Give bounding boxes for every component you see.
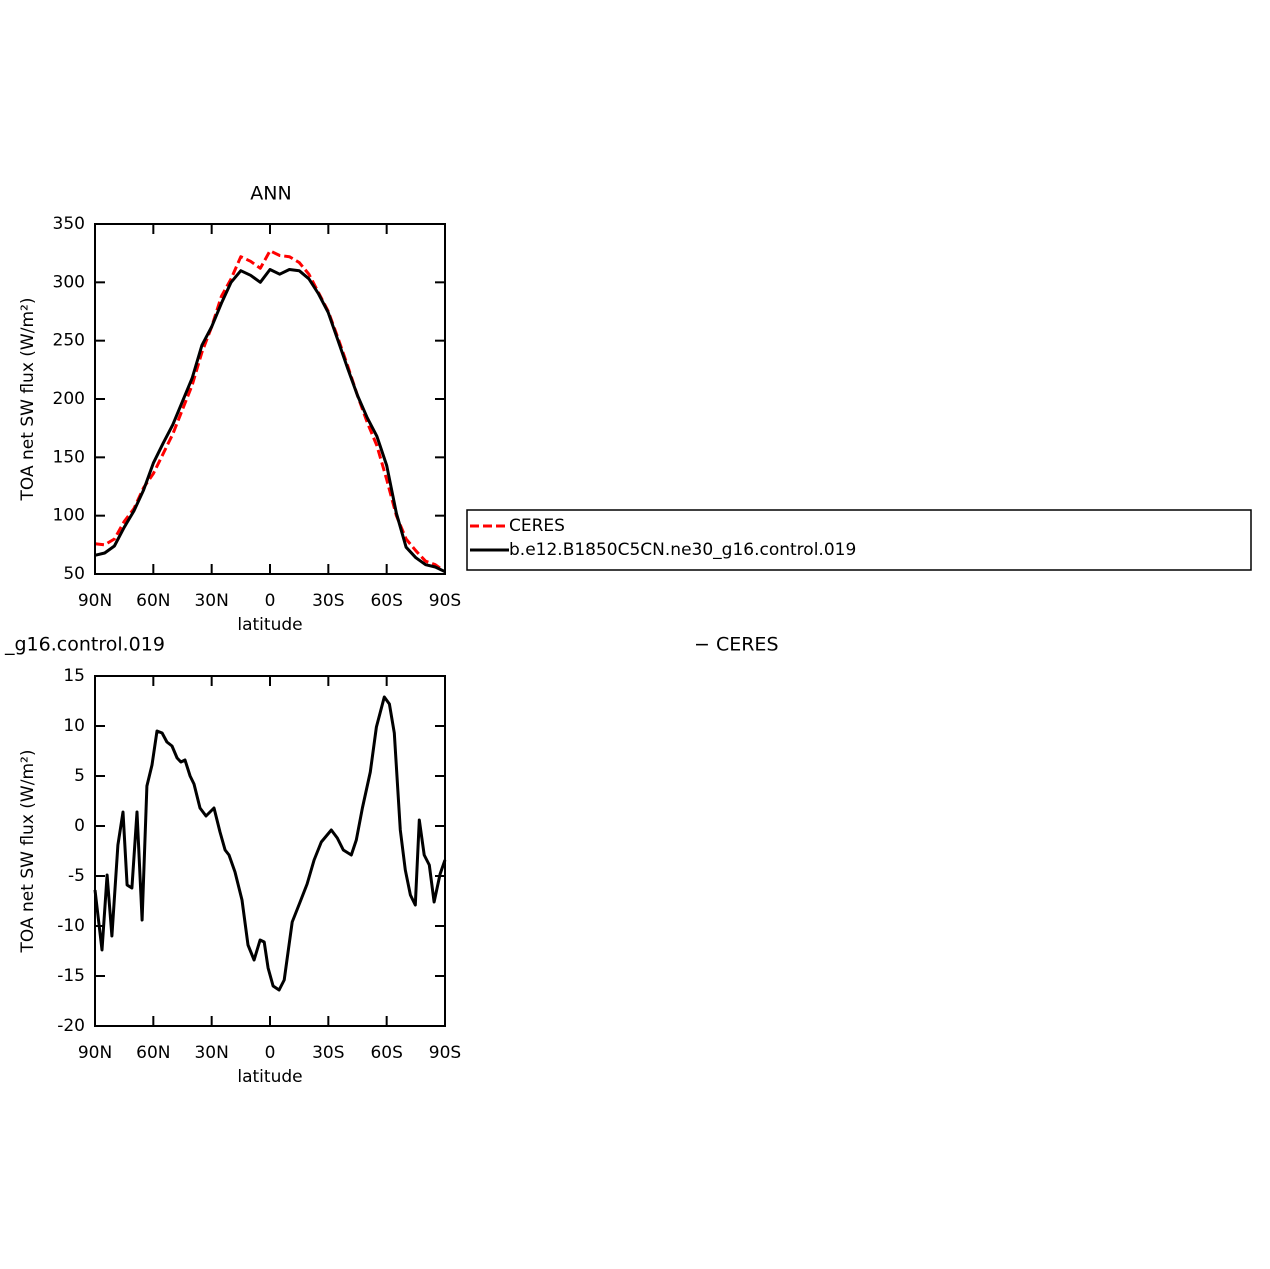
y-tick-label: 15 [63,666,85,686]
x-tick-label: 60S [370,1043,402,1063]
chart-title: _g16.control.019 [4,634,165,656]
x-tick-label: 90N [78,591,112,611]
chart-title: − CERES [694,634,779,656]
x-tick-label: 30N [194,591,228,611]
x-tick-label: 60S [370,591,402,611]
y-tick-label: 5 [74,766,85,786]
x-tick-label: 30S [312,591,344,611]
chart-title: ANN [250,183,291,205]
data-line [93,695,447,992]
y-axis-label: TOA net SW flux (W/m²) [18,750,38,954]
y-tick-label: 200 [53,389,85,409]
y-tick-label: 0 [74,816,85,836]
x-axis-label: latitude [237,1067,302,1087]
legend-label: CERES [509,516,565,536]
y-tick-label: -15 [57,966,85,986]
x-tick-label: 60N [136,1043,170,1063]
y-tick-label: -20 [57,1016,85,1036]
x-tick-label: 90S [429,591,461,611]
legend-box [466,509,1252,571]
y-tick-label: 100 [53,506,85,526]
y-tick-label: 300 [53,272,85,292]
y-tick-label: 250 [53,331,85,351]
y-tick-label: 50 [63,564,85,584]
y-tick-label: 150 [53,447,85,467]
y-axis-label: TOA net SW flux (W/m²) [18,298,38,502]
y-tick-label: 350 [53,214,85,234]
x-tick-label: 90N [78,1043,112,1063]
data-line [94,268,446,574]
plot-frame [94,223,446,575]
x-tick-label: 30S [312,1043,344,1063]
y-tick-label: -5 [68,866,85,886]
y-tick-label: 10 [63,716,85,736]
legend-label: b.e12.B1850C5CN.ne30_g16.control.019 [509,540,856,560]
x-axis-label: latitude [237,615,302,635]
x-tick-label: 60N [136,591,170,611]
x-tick-label: 0 [265,1043,276,1063]
x-tick-label: 30N [194,1043,228,1063]
x-tick-label: 90S [429,1043,461,1063]
x-tick-label: 0 [265,591,276,611]
y-tick-label: -10 [57,916,85,936]
data-line [94,249,446,573]
plot-frame [94,675,446,1027]
